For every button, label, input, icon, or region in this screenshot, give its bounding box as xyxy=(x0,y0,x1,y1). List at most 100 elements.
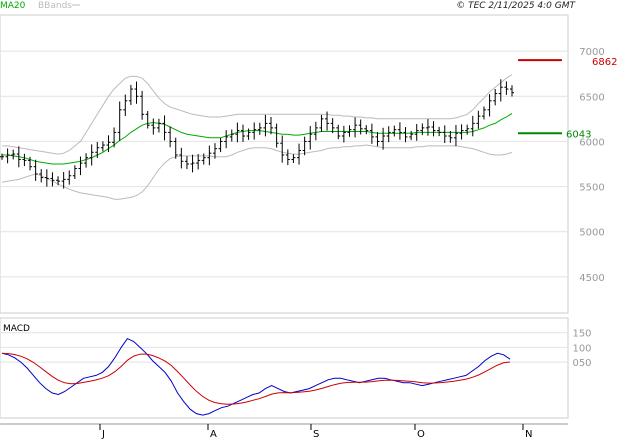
ohlc-bar xyxy=(403,127,408,143)
ohlc-bar xyxy=(498,79,503,102)
ohlc-bar xyxy=(481,106,486,120)
ohlc-bar xyxy=(313,121,318,141)
ohlc-bar xyxy=(224,130,229,149)
x-tick-label: N xyxy=(525,429,532,440)
ohlc-bar xyxy=(459,124,464,140)
macd-y-tick: 150 xyxy=(572,329,591,340)
ohlc-bar xyxy=(229,129,234,142)
ohlc-bar xyxy=(470,115,475,137)
ohlc-bar xyxy=(207,145,212,166)
ohlc-bar xyxy=(476,110,481,129)
ohlc-bar xyxy=(123,94,128,117)
macd-signal-line xyxy=(1,352,511,405)
copyright: © TEC 2/11/2025 4:0 GMT xyxy=(456,1,576,11)
ohlc-bar xyxy=(201,153,206,165)
ohlc-bar xyxy=(465,124,470,135)
macd-y-tick: 050 xyxy=(572,358,591,369)
price-panel: 7000 6500 6000 5500 5000 4500 6862 6043 xyxy=(0,14,617,314)
ohlc-bar xyxy=(235,122,240,143)
ohlc-bar xyxy=(504,81,509,95)
ohlc-bar xyxy=(330,118,335,134)
ohlc-bar xyxy=(190,154,195,173)
price-y-tick: 5500 xyxy=(579,183,604,194)
ohlc-bar xyxy=(274,123,279,148)
ohlc-bar xyxy=(179,147,184,169)
ohlc-bar xyxy=(353,117,358,138)
ohlc-bar xyxy=(280,135,285,163)
ohlc-bar xyxy=(347,125,352,137)
ohlc-bar xyxy=(381,127,386,150)
ohlc-bar xyxy=(252,122,257,140)
ohlc-bar xyxy=(44,169,49,187)
ohlc-bar xyxy=(431,121,436,137)
macd-title: MACD xyxy=(3,324,30,334)
x-tick-label: A xyxy=(210,429,217,440)
ohlc-bar xyxy=(240,124,245,142)
macd-line xyxy=(1,337,511,416)
legend: MA20 BBands xyxy=(0,1,80,11)
ohlc-bar xyxy=(397,122,402,140)
ohlc-bar xyxy=(425,119,430,136)
ohlc-bar xyxy=(218,137,223,153)
x-tick-label: J xyxy=(101,429,105,440)
ohlc-bar xyxy=(297,143,302,165)
ohlc-bar xyxy=(257,122,262,135)
ohlc-bar xyxy=(28,156,33,171)
ohlc-bar xyxy=(134,81,139,104)
macd-y-tick: 100 xyxy=(572,343,591,354)
ohlc-bar xyxy=(364,125,369,135)
ohlc-bar xyxy=(50,172,55,187)
ohlc-bar xyxy=(414,123,419,141)
ohlc-bar xyxy=(61,171,66,189)
ohlc-bar xyxy=(196,154,201,170)
ohlc-bar xyxy=(319,114,324,132)
ohlc-bar xyxy=(151,118,156,135)
price-y-tick: 6000 xyxy=(579,137,604,148)
ohlc-bar xyxy=(117,101,122,141)
ohlc-bar xyxy=(156,118,161,133)
ohlc-bar xyxy=(106,135,111,153)
bbands-lower-line xyxy=(1,144,513,200)
ohlc-bar xyxy=(302,136,307,156)
ohlc-bar xyxy=(369,123,374,144)
ohlc-bar xyxy=(386,126,391,143)
ohlc-bar xyxy=(392,125,397,137)
legend-bbands: BBands xyxy=(38,1,72,11)
ohlc-bar xyxy=(84,153,89,168)
ohlc-bar xyxy=(246,128,251,140)
ohlc-bar xyxy=(89,144,94,166)
ohlc-bar xyxy=(510,85,514,97)
price-y-tick: 6500 xyxy=(579,92,604,103)
ohlc-bar xyxy=(112,127,117,148)
price-marker-label: 6862 xyxy=(592,57,617,68)
ohlc-bar xyxy=(5,148,10,164)
ohlc-bar xyxy=(22,153,27,167)
ohlc-bar xyxy=(442,125,447,144)
ohlc-bar xyxy=(95,141,100,159)
bbands-upper-line xyxy=(2,74,513,155)
ohlc-bar xyxy=(168,126,173,148)
ohlc-bar xyxy=(448,131,453,143)
ohlc-bar xyxy=(173,137,178,159)
x-tick-label: O xyxy=(417,429,425,440)
ohlc-bar xyxy=(140,90,145,120)
price-marker-label: 6043 xyxy=(566,129,591,140)
ohlc-bar xyxy=(358,119,363,135)
ohlc-bar xyxy=(487,94,492,117)
ohlc-bar xyxy=(16,146,21,168)
ohlc-bar xyxy=(493,88,498,106)
legend-ma20: MA20 xyxy=(0,1,26,11)
ohlc-bar xyxy=(325,111,330,131)
price-y-tick: 5000 xyxy=(579,228,604,239)
ohlc-bar xyxy=(341,125,346,143)
ma20-line xyxy=(2,112,513,165)
ohlc-bar xyxy=(67,170,72,185)
ohlc-bar xyxy=(308,126,313,150)
ohlc-bar xyxy=(100,141,105,152)
ohlc-bar xyxy=(291,154,296,164)
ohlc-bar xyxy=(437,126,442,137)
price-y-tick: 4500 xyxy=(579,273,604,284)
ohlc-bar xyxy=(33,159,38,181)
